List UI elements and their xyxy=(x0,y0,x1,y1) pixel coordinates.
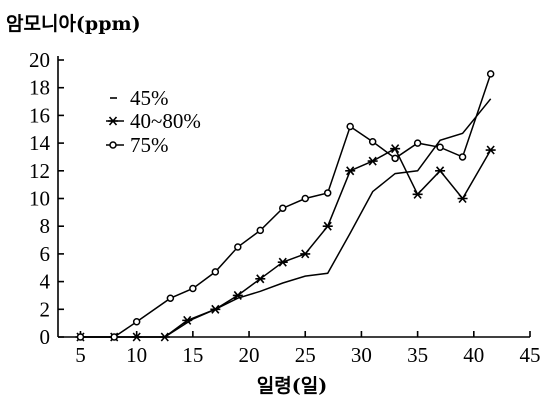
data-point xyxy=(368,137,377,146)
data-point xyxy=(131,332,142,342)
data-point xyxy=(132,318,141,326)
x-tick-label: 45 xyxy=(520,343,541,367)
y-tick-label: 12 xyxy=(29,159,50,183)
legend-swatch-marker xyxy=(109,141,117,149)
y-tick-label: 2 xyxy=(40,297,51,321)
x-tick-label: 15 xyxy=(182,343,203,367)
legend-label: 75% xyxy=(130,133,169,157)
data-point xyxy=(485,145,496,155)
data-point xyxy=(255,274,266,284)
data-point xyxy=(110,333,118,341)
y-tick-label: 6 xyxy=(40,242,51,266)
data-point xyxy=(486,70,495,78)
data-point xyxy=(457,193,468,204)
data-point xyxy=(458,153,467,161)
data-point xyxy=(322,221,333,231)
data-point xyxy=(301,194,309,203)
data-point xyxy=(323,189,332,197)
data-point xyxy=(166,294,175,302)
data-point xyxy=(345,166,356,176)
data-point xyxy=(279,204,287,212)
data-point xyxy=(76,333,85,341)
y-axis-label: 암모니아(ppm) xyxy=(6,13,141,35)
plot-area xyxy=(75,70,496,342)
legend: 45%40~80%75% xyxy=(106,86,201,157)
data-point xyxy=(346,122,354,131)
data-point xyxy=(300,249,311,259)
legend-swatch-marker xyxy=(108,116,118,126)
data-point xyxy=(413,139,422,147)
series-line-2 xyxy=(80,73,492,338)
data-point xyxy=(412,189,423,199)
data-point xyxy=(391,154,399,163)
y-tick-label: 18 xyxy=(29,76,50,100)
data-point xyxy=(256,226,265,235)
data-point xyxy=(211,268,220,276)
y-tick-label: 0 xyxy=(40,325,51,349)
series-line-1 xyxy=(80,147,492,338)
x-tick-label: 35 xyxy=(407,343,428,367)
data-point xyxy=(182,315,193,325)
y-tick-label: 16 xyxy=(29,103,50,127)
x-tick-label: 20 xyxy=(239,343,260,367)
data-point xyxy=(234,243,242,251)
y-tick-label: 10 xyxy=(29,187,50,211)
x-tick-label: 30 xyxy=(351,343,372,367)
data-point xyxy=(277,257,288,267)
y-tick-label: 20 xyxy=(29,48,50,72)
y-tick-label: 14 xyxy=(29,131,51,155)
axes: 0 2 4 6 8 10 12 14 16 18 20 5 10 15 20 25 30 35 40 45 xyxy=(29,48,541,367)
data-point xyxy=(436,143,444,152)
x-tick-label: 10 xyxy=(126,343,147,367)
data-point xyxy=(435,166,446,176)
data-point xyxy=(159,332,170,342)
data-point xyxy=(232,290,243,300)
data-point xyxy=(210,304,221,314)
x-tick-label: 25 xyxy=(295,343,316,367)
x-tick-label: 40 xyxy=(463,343,484,367)
y-tick-label: 8 xyxy=(40,214,51,238)
x-tick-label: 5 xyxy=(75,343,86,367)
x-axis-label: 일령(일) xyxy=(257,375,327,397)
legend-label: 45% xyxy=(130,86,169,110)
legend-label: 40~80% xyxy=(130,109,201,133)
data-point xyxy=(367,156,378,166)
data-point xyxy=(390,144,401,154)
y-tick-label: 4 xyxy=(40,270,51,294)
data-point xyxy=(189,284,197,293)
